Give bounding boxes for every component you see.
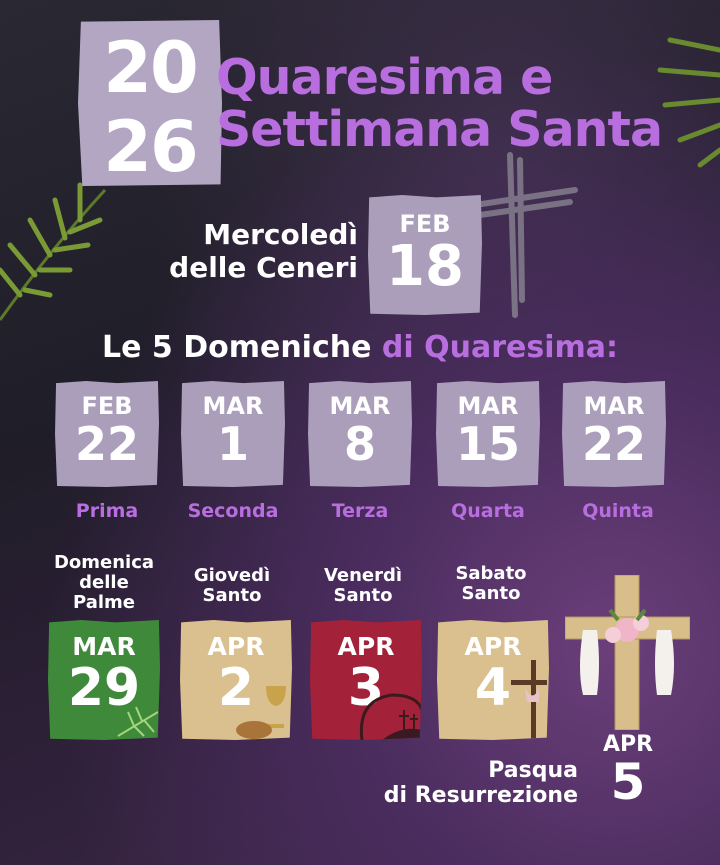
date-day: 18 — [386, 234, 464, 299]
sunday-card-4: MAR 15 — [436, 381, 540, 487]
title-line2: Settimana Santa — [216, 101, 663, 158]
date-month: APR — [207, 632, 265, 661]
chalice-bread-icon — [236, 686, 286, 739]
ash-label-line2: delle Ceneri — [169, 251, 358, 284]
ash-cross-icon — [472, 152, 578, 318]
title-line1: Quaresima e — [216, 49, 553, 106]
sunday-card-1: FEB 22 — [55, 381, 159, 487]
good-friday-label: Venerdì Santo — [298, 566, 428, 606]
date-day: 2 — [217, 658, 255, 718]
date-month: APR — [602, 732, 654, 757]
date-day: 1 — [216, 417, 249, 471]
sunday-label: Quarta — [451, 500, 525, 522]
palm-sunday-card: MAR 29 — [48, 620, 160, 740]
heading-white: Le 5 Domeniche — [101, 330, 372, 365]
year-top: 20 — [103, 27, 198, 109]
label-line: Giovedì — [193, 565, 271, 586]
easter-date: APR 5 — [600, 732, 656, 811]
holy-saturday-card: APR 4 — [437, 620, 549, 740]
label-line: Santo — [333, 585, 393, 606]
sunday-card-2: MAR 1 — [181, 381, 285, 487]
easter-label: Pasqua di Resurrezione — [330, 758, 578, 808]
sundays-heading: Le 5 Domeniche di Quaresima: — [0, 330, 720, 365]
label-line: Santo — [461, 583, 521, 604]
date-day: 15 — [455, 417, 520, 471]
crown-of-thorns-icon — [359, 693, 422, 740]
date-month: FEB — [81, 392, 133, 420]
label-line: delle — [79, 572, 129, 593]
date-month: FEB — [399, 210, 451, 238]
date-month: MAR — [583, 392, 645, 420]
date-month: MAR — [72, 632, 136, 661]
cross-with-flowers-icon — [565, 575, 690, 730]
cross-shroud-icon — [511, 660, 547, 740]
date-month: MAR — [457, 392, 519, 420]
date-month: APR — [337, 632, 395, 661]
date-day: 29 — [67, 658, 141, 718]
date-day: 4 — [474, 658, 512, 718]
label-line: Domenica — [53, 552, 155, 573]
palm-leaf-icon — [0, 182, 107, 321]
date-day: 22 — [581, 417, 646, 471]
sunday-card-5: MAR 22 — [562, 381, 666, 487]
sunday-label: Terza — [331, 500, 389, 522]
palm-leaf-icon — [117, 706, 158, 737]
label-line: Sabato — [455, 563, 527, 584]
good-friday-card: APR 3 — [310, 620, 422, 740]
sunday-label: Prima — [75, 500, 139, 522]
sunday-card-3: MAR 8 — [308, 381, 412, 487]
date-month: MAR — [329, 392, 391, 420]
date-day: 8 — [343, 417, 376, 471]
date-day: 5 — [610, 753, 646, 811]
easter-label-line2: di Resurrezione — [383, 783, 578, 808]
date-month: MAR — [202, 392, 264, 420]
holy-saturday-label: Sabato Santo — [426, 564, 556, 604]
year-box — [78, 20, 222, 186]
ash-label-line1: Mercoledì — [203, 218, 358, 251]
ash-wednesday-date-card: FEB 18 — [368, 195, 482, 315]
label-line: Palme — [73, 592, 135, 613]
label-line: Santo — [202, 585, 262, 606]
date-day: 3 — [347, 658, 385, 718]
date-month: APR — [464, 632, 522, 661]
palm-sunday-label: Domenica delle Palme — [39, 553, 169, 613]
holy-thursday-label: Giovedì Santo — [167, 566, 297, 606]
label-line: Venerdì — [323, 565, 403, 586]
heading-purple: di Quaresima: — [381, 330, 619, 365]
palm-leaf-icon — [657, 37, 720, 168]
date-day: 22 — [74, 417, 139, 471]
sunday-label: Quinta — [582, 500, 654, 522]
sunday-label: Seconda — [187, 500, 279, 522]
easter-label-line1: Pasqua — [488, 758, 578, 783]
holy-thursday-card: APR 2 — [180, 620, 292, 740]
ash-wednesday-label: Mercoledì delle Ceneri — [130, 218, 358, 284]
year-bottom: 26 — [103, 106, 198, 188]
